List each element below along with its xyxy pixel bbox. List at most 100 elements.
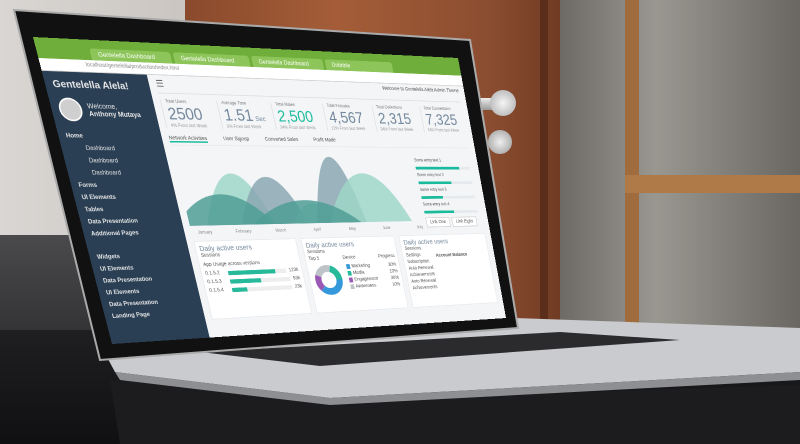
col-header: Device bbox=[342, 255, 357, 261]
card-devices: Daily active users Sessions Top 5 Device P… bbox=[300, 235, 409, 314]
legend-label: Media bbox=[347, 270, 365, 276]
avatar bbox=[56, 97, 86, 122]
x-tick-label: February bbox=[235, 229, 252, 235]
x-tick-label: June bbox=[382, 226, 391, 231]
sidebar-item[interactable]: Landing Page bbox=[111, 310, 151, 320]
kpi-tile: Total Females 4,567 12% From last Week bbox=[321, 103, 374, 132]
kpi-sub: 34% From last Week bbox=[380, 127, 414, 133]
legend-label: Engagement bbox=[348, 276, 379, 283]
settings-item[interactable]: Achievements bbox=[412, 284, 438, 291]
chart-tab[interactable]: User Signup bbox=[222, 136, 250, 142]
account-balance-title: Account Balance bbox=[435, 252, 468, 259]
link-button[interactable]: Link Eight bbox=[451, 216, 478, 227]
settings-item[interactable]: Settings bbox=[405, 252, 422, 258]
usage-track bbox=[227, 268, 287, 275]
kpi-unit: Sec bbox=[254, 115, 267, 123]
kpi-sub: 3% From last Week bbox=[226, 124, 263, 130]
progress-fill bbox=[415, 166, 460, 170]
legend-label: Marketing bbox=[345, 263, 371, 269]
kpi-number: 2,500 bbox=[275, 106, 315, 126]
sidebar-item[interactable]: Dashboard bbox=[91, 169, 122, 177]
wooden-shelf bbox=[625, 175, 800, 193]
usage-value: 53k bbox=[292, 275, 301, 281]
progress-track bbox=[415, 166, 470, 170]
kpi-sub: 12% From last Week bbox=[331, 126, 366, 132]
sidebar-item[interactable]: Dashboard bbox=[88, 156, 119, 164]
progress-fill bbox=[418, 181, 452, 185]
sidebar-item[interactable]: Data Presentation bbox=[87, 217, 139, 226]
sidebar-item[interactable]: Home bbox=[65, 131, 84, 140]
x-tick-label: January bbox=[197, 230, 213, 236]
settings-item[interactable]: Auto Renewal bbox=[410, 278, 437, 285]
kpi-tile: Total Connections 7,325 34% From last Week bbox=[419, 106, 467, 134]
sidebar-item[interactable]: UI Elements bbox=[80, 193, 117, 201]
card-settings: Daily active users Sessions Settings Subs… bbox=[398, 233, 498, 308]
legend-value: 30% bbox=[387, 262, 397, 268]
shelf-post bbox=[625, 0, 639, 340]
x-tick-label: March bbox=[275, 228, 287, 233]
usage-row: 0.1.5.2 123k bbox=[205, 267, 299, 276]
x-tick-label: July bbox=[416, 225, 423, 230]
area-series bbox=[319, 173, 413, 223]
kpi-tile: Total Users 2500 4% From last Week bbox=[159, 99, 219, 130]
progress-fill bbox=[424, 210, 455, 214]
door-edge bbox=[540, 0, 548, 335]
chart-tab[interactable]: Network Activities bbox=[168, 135, 209, 143]
menu-icon[interactable]: ☰ bbox=[154, 78, 165, 90]
sidebar-item[interactable]: Data Presentation bbox=[102, 275, 153, 285]
background-room bbox=[560, 0, 800, 340]
kpi-number: 2,315 bbox=[376, 109, 413, 128]
area-series bbox=[303, 156, 367, 224]
area-series bbox=[195, 173, 276, 226]
sidebar-item[interactable]: Additional Pages bbox=[90, 229, 140, 238]
chart-tab[interactable]: Profit Made bbox=[312, 137, 337, 143]
sidebar-item[interactable]: Forms bbox=[77, 181, 98, 189]
legend-item: Engagement 30% bbox=[348, 275, 399, 283]
usage-track bbox=[229, 276, 292, 284]
version-label: 0.1.5.3 bbox=[206, 279, 223, 285]
sidebar-item[interactable]: Dashboard bbox=[84, 144, 116, 152]
kpi-tile: Total Males 2,500 34% From last Week bbox=[270, 102, 324, 131]
legend-value: 10% bbox=[389, 268, 399, 274]
kpi-number: 1.51 bbox=[221, 105, 255, 125]
progress-label: Some entry text 4 bbox=[422, 202, 450, 207]
x-tick-label: April bbox=[313, 227, 322, 232]
kpi-sub: 34% From last Week bbox=[427, 128, 460, 134]
area-series bbox=[231, 176, 309, 225]
settings-item[interactable]: Achievements bbox=[409, 271, 436, 278]
chart-tab[interactable]: Converted Sales bbox=[264, 137, 299, 143]
usage-row: 0.1.5.4 23k bbox=[209, 284, 303, 293]
user-name: Anthony Mutaya bbox=[88, 109, 142, 119]
usage-value: 123k bbox=[288, 267, 299, 273]
button-group: Link One Link Eight bbox=[425, 216, 480, 228]
main-content: ☰ Welcome to Gentelella Alela Admin Theme… bbox=[147, 75, 506, 338]
brand-title[interactable]: Gentelella Alela! bbox=[51, 77, 130, 92]
kpi-value: 1.51Sec bbox=[222, 106, 271, 126]
sidebar-item[interactable]: UI Elements bbox=[99, 264, 135, 273]
kpi-value: 7,325 bbox=[424, 111, 466, 129]
kpi-sub: 34% From last Week bbox=[279, 125, 317, 131]
sidebar-item[interactable]: Widgets bbox=[96, 252, 121, 261]
sidebar-item[interactable]: UI Elements bbox=[105, 287, 141, 297]
progress-label: Some entry text 3 bbox=[419, 188, 448, 193]
sidebar-item[interactable]: Tables bbox=[84, 205, 105, 213]
kpi-number: 2500 bbox=[165, 104, 205, 124]
kpi-row: Total Users 2500 4% From last Week Average … bbox=[159, 99, 467, 134]
settings-item[interactable]: Subscription bbox=[406, 259, 430, 265]
sidebar-item[interactable]: Data Presentation bbox=[108, 298, 159, 308]
usage-fill bbox=[227, 268, 276, 275]
x-tick-label: May bbox=[349, 226, 357, 231]
progress-track bbox=[421, 195, 476, 199]
laptop-base-edge bbox=[115, 372, 800, 405]
chart-tabs: Network Activities User Signup Converted S… bbox=[168, 135, 470, 149]
kpi-tile: Average Time 1.51Sec 3% From last Week bbox=[216, 101, 273, 130]
keyboard-area bbox=[200, 332, 680, 366]
usage-fill bbox=[231, 286, 248, 292]
settings-item[interactable]: Auto Renewal bbox=[408, 265, 434, 272]
donut-chart bbox=[310, 262, 348, 297]
usage-fill bbox=[229, 277, 262, 284]
kpi-number: 4,567 bbox=[327, 108, 365, 127]
kpi-sub: 4% From last Week bbox=[170, 123, 208, 129]
link-button[interactable]: Link One bbox=[425, 217, 451, 228]
card-heading: App Usage across versions bbox=[202, 260, 261, 268]
